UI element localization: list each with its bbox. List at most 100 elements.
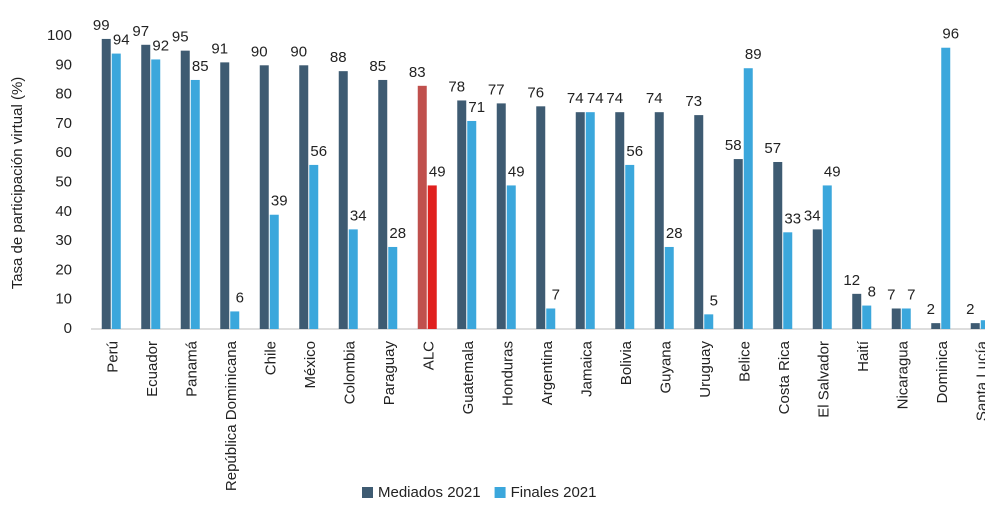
value-label: 34 — [804, 207, 821, 224]
bar — [506, 185, 516, 329]
bar — [220, 62, 230, 330]
bar — [309, 164, 319, 329]
x-tick-label: Haití — [855, 340, 872, 372]
bar — [457, 100, 467, 330]
y-tick-label: 100 — [47, 27, 72, 44]
value-label: 85 — [369, 58, 386, 75]
value-label: 92 — [152, 37, 169, 54]
y-tick-label: 0 — [64, 320, 72, 337]
value-label: 99 — [93, 17, 110, 34]
x-tick-label: Bolivia — [618, 340, 635, 385]
value-label: 34 — [350, 207, 367, 224]
value-label: 90 — [290, 43, 307, 60]
legend-label: Mediados 2021 — [378, 484, 481, 501]
x-tick-label: El Salvador — [816, 341, 833, 418]
value-label: 74 — [646, 90, 663, 107]
value-label: 95 — [172, 29, 189, 46]
x-tick-label: Nicaragua — [895, 340, 912, 409]
bar — [980, 320, 985, 329]
value-label: 6 — [236, 289, 244, 306]
value-label: 77 — [488, 81, 505, 98]
value-label: 28 — [389, 225, 406, 242]
value-label: 7 — [907, 286, 915, 303]
bar — [151, 59, 161, 329]
y-tick-label: 50 — [55, 173, 72, 190]
value-label: 56 — [626, 143, 643, 160]
legend-swatch — [362, 487, 373, 498]
bar — [822, 185, 832, 329]
value-label: 94 — [113, 32, 130, 49]
bar — [546, 308, 556, 329]
bar — [901, 308, 911, 329]
value-label: 74 — [606, 90, 623, 107]
bar — [664, 246, 674, 329]
y-tick-label: 20 — [55, 261, 72, 278]
value-label: 74 — [567, 90, 584, 107]
x-tick-label: Belice — [737, 341, 754, 382]
x-tick-label: México — [302, 341, 319, 389]
value-label: 28 — [666, 225, 683, 242]
x-tick-label: Paraguay — [381, 341, 398, 406]
value-label: 91 — [211, 40, 228, 57]
x-tick-label: Argentina — [539, 340, 556, 405]
value-label: 74 — [587, 90, 604, 107]
value-label: 96 — [942, 26, 959, 43]
bar — [141, 44, 151, 329]
value-label: 76 — [527, 84, 544, 101]
value-label: 49 — [824, 163, 841, 180]
bar — [615, 112, 625, 330]
bar — [467, 120, 477, 329]
bar — [180, 50, 190, 330]
bar — [536, 106, 546, 329]
bar — [338, 71, 348, 329]
x-tick-label: Uruguay — [697, 341, 714, 398]
value-label: 57 — [764, 140, 781, 157]
legend-swatch — [494, 487, 506, 498]
bar — [299, 65, 309, 330]
bar — [101, 38, 111, 330]
y-tick-label: 40 — [55, 203, 72, 220]
x-tick-label: Jamaica — [579, 340, 596, 397]
value-label: 89 — [745, 46, 762, 63]
bar — [230, 311, 240, 329]
bar — [388, 246, 398, 329]
value-label: 7 — [887, 286, 895, 303]
x-tick-label: Panamá — [184, 340, 201, 397]
bar — [575, 112, 585, 330]
value-label: 5 — [710, 292, 718, 309]
x-tick-label: Guatemala — [460, 340, 477, 414]
value-label: 97 — [132, 23, 149, 40]
y-tick-label: 10 — [55, 291, 72, 308]
value-label: 83 — [409, 64, 426, 81]
y-tick-label: 80 — [55, 86, 72, 103]
x-tick-label: Guyana — [658, 340, 675, 393]
y-tick-label: 70 — [55, 115, 72, 132]
bar — [111, 53, 121, 329]
bar — [496, 103, 506, 329]
value-label: 2 — [966, 301, 974, 318]
value-label: 49 — [429, 163, 446, 180]
bar — [427, 185, 437, 329]
bar — [733, 159, 743, 329]
bar — [931, 323, 941, 329]
bar — [417, 85, 427, 329]
bar — [654, 112, 664, 330]
x-tick-label: Costa Rica — [776, 340, 793, 414]
bar — [862, 305, 872, 329]
bar — [694, 115, 704, 329]
x-tick-label: Chile — [263, 341, 280, 375]
x-tick-label: Ecuador — [144, 341, 161, 397]
bar — [704, 314, 714, 329]
x-tick-label: República Dominicana — [223, 340, 240, 491]
bar — [743, 68, 753, 329]
value-label: 49 — [508, 163, 525, 180]
x-tick-label: ALC — [421, 341, 438, 370]
bar — [625, 164, 635, 329]
y-axis-title: Tasa de participación virtual (%) — [9, 77, 26, 290]
value-label: 7 — [552, 286, 560, 303]
bar — [585, 112, 595, 330]
value-label: 85 — [192, 58, 209, 75]
value-label: 12 — [843, 272, 860, 289]
x-tick-label: Honduras — [500, 341, 517, 406]
bar — [783, 232, 793, 329]
